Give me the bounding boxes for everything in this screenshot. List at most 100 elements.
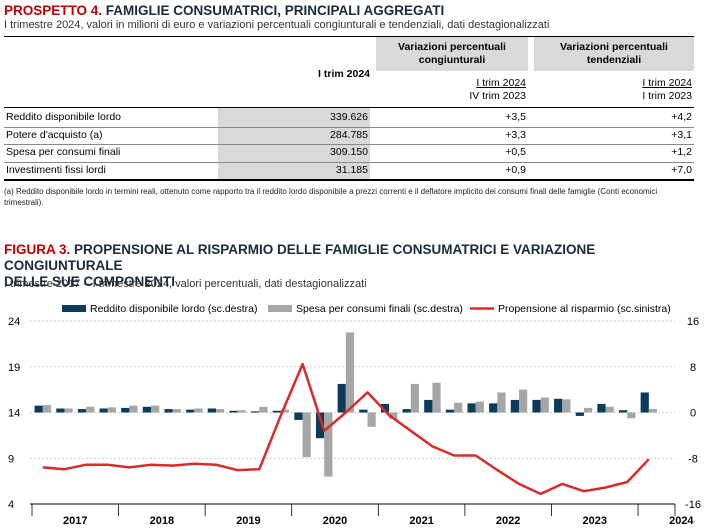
bar-reddito — [424, 399, 433, 413]
bar-spesa — [64, 408, 73, 413]
bar-reddito — [489, 403, 498, 413]
table-note-line1: (a) Reddito disponibile lordo in termini… — [4, 187, 658, 196]
table-title-prefix: PROSPETTO 4. — [4, 3, 103, 18]
row-value: 339.626 — [330, 111, 368, 123]
row-value: 284.785 — [330, 128, 368, 141]
row-value: 31.185 — [335, 163, 368, 176]
bar-spesa — [215, 409, 225, 413]
bar-spesa — [345, 332, 355, 413]
table-note-line2: trimestrali). — [4, 198, 44, 207]
bar-spesa — [627, 412, 636, 419]
row-cong: +3,3 — [505, 128, 526, 141]
bar-reddito — [510, 399, 519, 413]
bar-spesa — [583, 407, 593, 413]
chart: Reddito disponibile lordo (sc.destra) Spe… — [8, 303, 701, 527]
year-label: 2017 — [63, 515, 87, 527]
row-tend: +3,1 — [671, 128, 692, 141]
legend-label: Reddito disponibile lordo (sc.destra) — [90, 303, 258, 315]
figure-title-line2: DELLE SUE COMPONENTI — [4, 274, 176, 289]
bar-reddito — [164, 409, 173, 413]
legend-swatch — [62, 305, 86, 312]
bar-reddito — [575, 412, 584, 416]
bar-reddito — [618, 410, 628, 413]
bar-spesa — [172, 409, 181, 413]
table-title: PROSPETTO 4. FAMIGLIE CONSUMATRICI, PRIN… — [4, 3, 444, 18]
left-tick-label: 24 — [8, 316, 20, 328]
bar-spesa — [151, 405, 160, 413]
row-tend: +1,2 — [671, 146, 692, 158]
header-tend-line2: tendenziali — [586, 54, 642, 66]
header-shade-cong — [376, 37, 528, 71]
table-header-rule — [4, 107, 694, 108]
table-top-rule — [4, 36, 694, 37]
bar-reddito — [597, 403, 606, 413]
table-note: (a) Reddito disponibile lordo in termini… — [4, 186, 694, 208]
row-cong: +3,5 — [505, 111, 526, 123]
bar-reddito — [77, 409, 87, 413]
header-cong-line1: Variazioni percentuali — [398, 41, 506, 53]
bar-spesa — [540, 397, 549, 413]
bar-spesa — [497, 392, 506, 413]
bar-reddito — [207, 408, 216, 413]
right-tick-label: 16 — [687, 316, 699, 328]
year-label: 2023 — [583, 515, 607, 527]
header-cong-line2: congiunturali — [418, 54, 486, 66]
bar-reddito — [315, 412, 325, 439]
header-cong-sub2: IV trim 2023 — [469, 90, 526, 102]
right-tick-label: -8 — [688, 453, 698, 465]
row-label: Potere d'acquisto (a) — [6, 128, 103, 141]
header-cong-sub: I trim 2024 IV trim 2023 — [376, 77, 526, 103]
bar-reddito — [380, 403, 390, 413]
right-tick-label: -16 — [685, 499, 701, 511]
legend-swatch — [268, 305, 292, 312]
row-cong: +0,9 — [505, 163, 526, 176]
bar-reddito — [229, 410, 238, 413]
left-tick-label: 4 — [8, 499, 14, 511]
figure-subtitle: I trimestre 2017 – I trimestre 2024, val… — [4, 278, 367, 290]
bar-reddito — [337, 383, 346, 413]
right-tick-label: 0 — [690, 408, 696, 420]
bar-spesa — [367, 412, 376, 427]
header-tend-sub1: I trim 2024 — [642, 77, 692, 89]
bar-spesa — [129, 405, 138, 413]
year-label: 2020 — [323, 515, 347, 527]
bar-spesa — [259, 406, 268, 413]
header-tend-sub: I trim 2024 I trim 2023 — [534, 77, 692, 103]
bar-reddito — [467, 403, 476, 413]
bar-spesa — [410, 383, 419, 413]
bar-reddito — [121, 407, 130, 413]
left-tick-label: 9 — [8, 453, 14, 465]
figure-title: FIGURA 3. PROPENSIONE AL RISPARMIO DELLE… — [4, 242, 705, 290]
bar-reddito — [532, 399, 541, 413]
header-cong-sub1: I trim 2024 — [476, 77, 526, 89]
row-value: 309.150 — [330, 146, 368, 158]
chart-axes: 4 9 14 19 24 -16 -8 0 8 16 2017 2018 2019 2020 2021 202… — [8, 316, 701, 527]
bar-spesa — [518, 389, 528, 413]
row-tend: +4,2 — [671, 111, 692, 123]
bar-spesa — [42, 405, 52, 413]
bar-reddito — [56, 408, 65, 413]
left-tick-label: 14 — [8, 408, 20, 420]
bar-spesa — [280, 409, 290, 413]
header-cong: Variazioni percentuali congiunturali — [376, 41, 528, 67]
year-label: 2018 — [150, 515, 174, 527]
year-label: 2022 — [496, 515, 520, 527]
bar-spesa — [302, 412, 311, 458]
row-label: Spesa per consumi finali — [6, 146, 121, 158]
line-propensione — [42, 362, 650, 496]
bar-reddito — [272, 410, 281, 413]
value-column-shade — [218, 108, 370, 179]
legend-label: Spesa per consumi finali (sc.destra) — [296, 303, 463, 315]
row-divider — [4, 126, 694, 128]
bar-reddito — [554, 398, 563, 413]
header-tend-sub2: I trim 2023 — [642, 90, 692, 102]
right-tick-label: 8 — [690, 362, 696, 374]
bar-reddito — [99, 408, 108, 413]
legend-label: Propensione al risparmio (sc.sinistra) — [498, 303, 671, 315]
bar-spesa — [194, 408, 203, 413]
bar-spesa — [454, 402, 463, 413]
bar-spesa — [605, 406, 614, 413]
bar-reddito — [359, 409, 368, 413]
bar-reddito — [445, 409, 455, 413]
bar-spesa — [86, 406, 95, 413]
